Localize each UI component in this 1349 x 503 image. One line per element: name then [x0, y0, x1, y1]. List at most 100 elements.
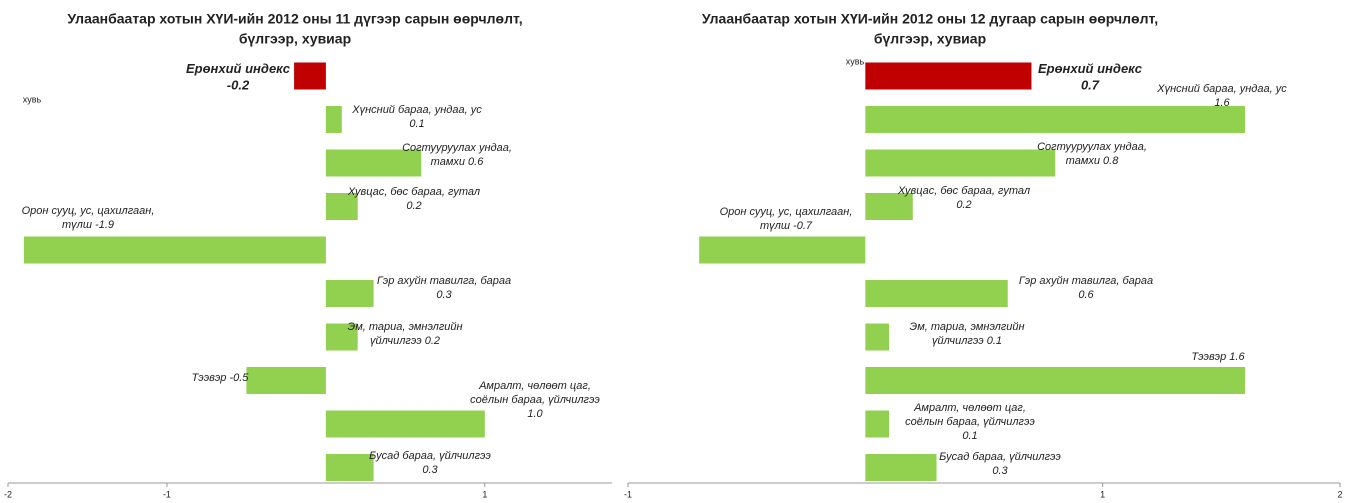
bar-label: Хүнсний бараа, ундаа, ус — [1156, 83, 1287, 95]
category-label: тамхи — [1066, 155, 1100, 167]
bar — [865, 367, 1246, 394]
value-label: 0.2 — [425, 335, 440, 347]
bar — [325, 193, 358, 220]
bar — [325, 149, 422, 177]
value-label: 0.1 — [987, 335, 1002, 347]
bar-label: Хувцас, бөс бараа, гутал — [347, 186, 480, 198]
bar — [865, 410, 890, 438]
bar-label: Бусад бараа, үйлчилгээ — [939, 451, 1061, 463]
category-label: Эм, тариа, эмнэлгийн — [347, 321, 462, 333]
value-label: 0.3 — [436, 289, 452, 301]
bar-label: Тээвэр -0.5 — [192, 372, 250, 384]
bar-label: Ерөнхий индекс — [186, 61, 291, 76]
value-label: 1.0 — [527, 408, 543, 420]
category-label: Бусад бараа, үйлчилгээ — [939, 451, 1061, 463]
bar-label: соёлын бараа, үйлчилгээ — [470, 394, 600, 406]
x-tick-label: 1 — [1100, 489, 1105, 499]
category-label: Тээвэр — [1191, 351, 1226, 363]
category-label: үйлчилгээ — [932, 335, 984, 347]
bar-label: түлш -0.7 — [760, 220, 813, 232]
value-label: 0.8 — [1103, 155, 1119, 167]
x-tick-label: 2 — [1337, 489, 1342, 499]
bar-label: Ерөнхий индекс — [1038, 61, 1143, 76]
value-label: -0.7 — [793, 220, 813, 232]
bar-label: Амралт, чөлөөт цаг, — [913, 402, 1026, 414]
category-label: Орон сууц, ус, цахилгаан, — [720, 206, 853, 218]
value-label: 0.2 — [406, 200, 421, 212]
category-label: соёлын бараа, үйлчилгээ — [905, 416, 1035, 428]
category-label: Бусад бараа, үйлчилгээ — [369, 450, 491, 462]
bar — [23, 236, 326, 264]
category-label: Амралт, чөлөөт цаг, — [478, 380, 591, 392]
bar-label: Бусад бараа, үйлчилгээ — [369, 450, 491, 462]
category-label: тамхи — [431, 156, 465, 168]
bar — [325, 106, 342, 133]
bar-label: соёлын бараа, үйлчилгээ — [905, 416, 1035, 428]
value-label: -1.9 — [95, 219, 114, 231]
value-label: 0.1 — [409, 118, 424, 130]
bar-label: Гэр ахуйн тавилга, бараа — [1019, 275, 1153, 287]
bar — [865, 62, 1032, 90]
category-label: Хувцас, бөс бараа, гутал — [347, 186, 480, 198]
value-label: 0.2 — [956, 199, 971, 211]
bar-label: тамхи 0.8 — [1066, 155, 1120, 167]
bar-label: түлш -1.9 — [62, 219, 114, 231]
chart-title: Улаанбаатар хотын ХҮИ-ийн 2012 оны 11 дү… — [67, 11, 522, 27]
y-axis-label: хувь — [846, 56, 865, 66]
value-label: -0.2 — [227, 77, 250, 92]
bar-label: Тээвэр 1.6 — [1191, 351, 1245, 363]
category-label: Хувцас, бөс бараа, гутал — [897, 185, 1030, 197]
bar — [325, 410, 485, 438]
x-tick-label: -1 — [163, 489, 171, 499]
bar — [865, 106, 1246, 133]
bar-label: үйлчилгээ 0.2 — [370, 335, 440, 347]
chart-title: Улаанбаатар хотын ХҮИ-ийн 2012 оны 12 ду… — [702, 11, 1158, 27]
x-tick-label: -1 — [624, 489, 632, 499]
bar-label: үйлчилгээ 0.1 — [932, 335, 1002, 347]
bar — [325, 454, 374, 481]
value-label: 1.6 — [1214, 97, 1230, 109]
value-label: 0.3 — [992, 465, 1008, 477]
category-label: Ерөнхий индекс — [1038, 61, 1143, 76]
x-tick-label: 1 — [482, 489, 487, 499]
value-label: 1.6 — [1229, 351, 1245, 363]
bar-label: Орон сууц, ус, цахилгаан, — [22, 205, 155, 217]
bar — [865, 323, 890, 351]
category-label: түлш — [760, 220, 790, 232]
bar — [865, 454, 937, 481]
bar-label: Хүнсний бараа, ундаа, ус — [351, 104, 482, 116]
bar-label: Хувцас, бөс бараа, гутал — [897, 185, 1030, 197]
x-tick-label: -2 — [4, 489, 12, 499]
category-label: Хүнсний бараа, ундаа, ус — [351, 104, 482, 116]
category-label: Ерөнхий индекс — [186, 61, 291, 76]
bar — [865, 193, 913, 220]
category-label: соёлын бараа, үйлчилгээ — [470, 394, 600, 406]
y-axis-label: хувь — [23, 94, 42, 104]
category-label: Эм, тариа, эмнэлгийн — [909, 321, 1024, 333]
category-label: Хүнсний бараа, ундаа, ус — [1156, 83, 1287, 95]
value-label: 0.1 — [962, 430, 977, 442]
category-label: түлш — [62, 219, 92, 231]
category-label: Тээвэр — [192, 372, 227, 384]
bar-label: Гэр ахуйн тавилга, бараа — [377, 275, 511, 287]
category-label: Амралт, чөлөөт цаг, — [913, 402, 1026, 414]
bar-label: Амралт, чөлөөт цаг, — [478, 380, 591, 392]
category-label: Гэр ахуйн тавилга, бараа — [1019, 275, 1153, 287]
bar — [865, 280, 1008, 307]
value-label: 0.3 — [422, 464, 438, 476]
chart-title: бүлгээр, хувиар — [874, 31, 986, 47]
value-label: -0.5 — [229, 372, 249, 384]
category-label: Гэр ахуйн тавилга, бараа — [377, 275, 511, 287]
bar-label: Эм, тариа, эмнэлгийн — [909, 321, 1024, 333]
category-label: Согтууруулах ундаа, — [1037, 141, 1147, 153]
chart-title: бүлгээр, хувиар — [239, 31, 351, 47]
bar-label: Эм, тариа, эмнэлгийн — [347, 321, 462, 333]
bar — [699, 236, 866, 264]
bar — [865, 149, 1056, 177]
bar-label: Орон сууц, ус, цахилгаан, — [720, 206, 853, 218]
bar-label: Согтууруулах ундаа, — [402, 142, 512, 154]
category-label: Орон сууц, ус, цахилгаан, — [22, 205, 155, 217]
category-label: Согтууруулах ундаа, — [402, 142, 512, 154]
bar-label: Согтууруулах ундаа, — [1037, 141, 1147, 153]
